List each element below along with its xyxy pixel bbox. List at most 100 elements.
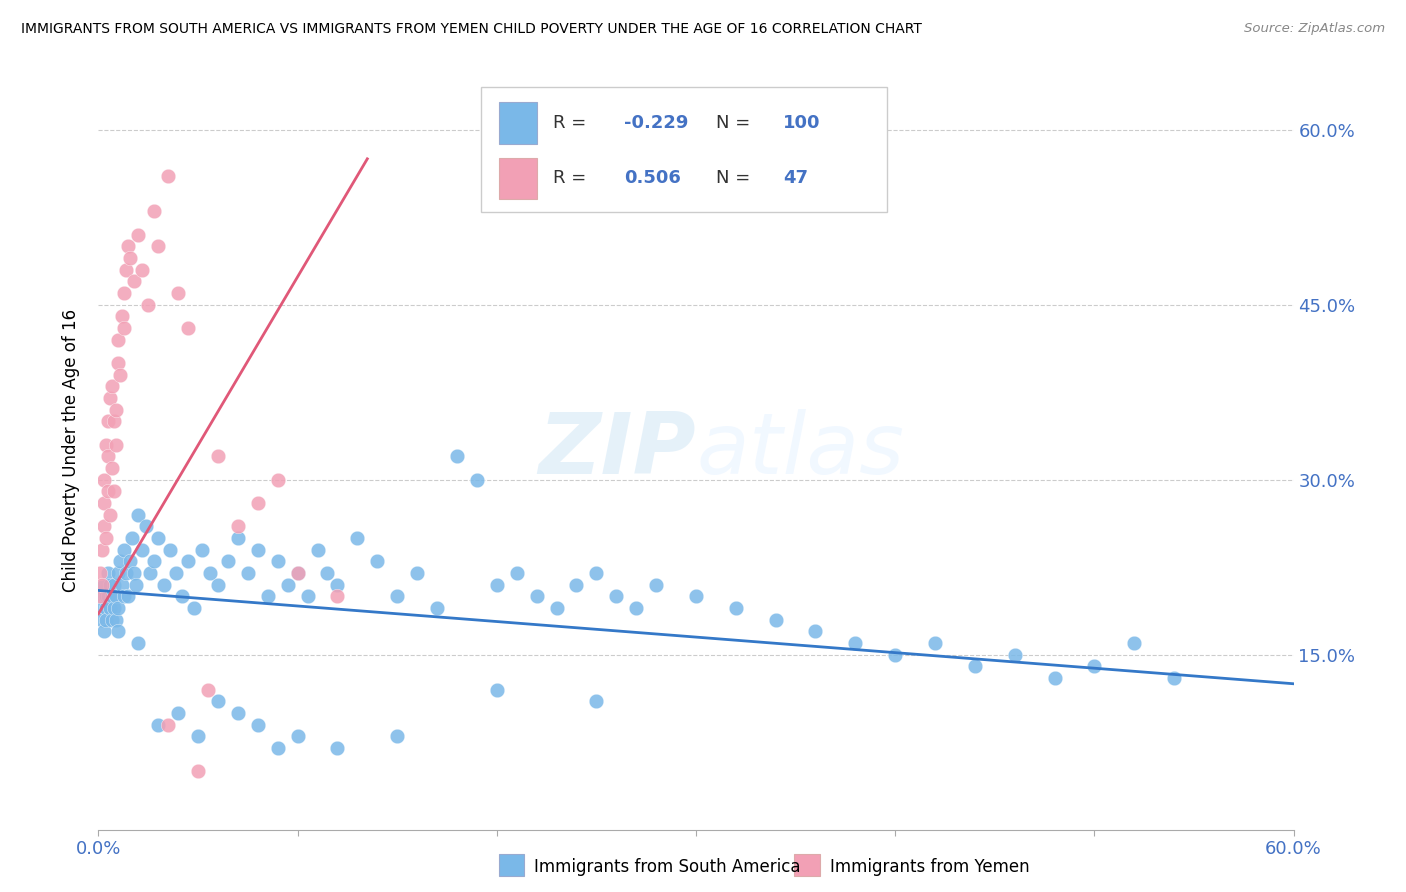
- Point: [93, 624, 115, 639]
- Point: [526, 589, 548, 603]
- Point: [167, 285, 190, 300]
- Point: [406, 566, 429, 580]
- Point: [105, 402, 128, 417]
- Text: atlas: atlas: [696, 409, 904, 492]
- Point: [112, 589, 135, 603]
- Point: [107, 624, 129, 639]
- Point: [107, 601, 129, 615]
- Point: [963, 659, 986, 673]
- Point: [107, 356, 129, 370]
- Point: [98, 601, 122, 615]
- Point: [326, 589, 349, 603]
- Point: [97, 450, 120, 464]
- Point: [143, 554, 166, 568]
- Point: [307, 542, 329, 557]
- Point: [101, 379, 124, 393]
- Point: [157, 717, 180, 731]
- Point: [107, 566, 129, 580]
- Point: [91, 577, 114, 591]
- Point: [546, 601, 568, 615]
- Point: [127, 227, 149, 242]
- Text: N =: N =: [716, 169, 756, 187]
- Point: [198, 566, 221, 580]
- Point: [131, 262, 153, 277]
- Point: [685, 589, 707, 603]
- Point: [1083, 659, 1105, 673]
- Point: [183, 601, 205, 615]
- FancyBboxPatch shape: [481, 87, 887, 211]
- Point: [103, 414, 125, 428]
- Text: R =: R =: [553, 169, 592, 187]
- Point: [115, 566, 138, 580]
- Point: [97, 566, 120, 580]
- Point: [197, 682, 219, 697]
- Point: [485, 682, 508, 697]
- Point: [98, 577, 122, 591]
- Point: [187, 764, 209, 779]
- Point: [124, 274, 146, 288]
- Point: [124, 566, 146, 580]
- Point: [89, 589, 111, 603]
- Point: [226, 531, 249, 545]
- Point: [165, 566, 187, 580]
- Text: N =: N =: [716, 114, 756, 132]
- Point: [177, 321, 200, 335]
- Point: [157, 169, 180, 184]
- Point: [105, 437, 128, 451]
- Point: [91, 542, 114, 557]
- Point: [326, 577, 349, 591]
- Point: [267, 473, 290, 487]
- Text: Immigrants from South America: Immigrants from South America: [534, 858, 801, 876]
- Text: 100: 100: [783, 114, 821, 132]
- Point: [765, 613, 787, 627]
- Point: [111, 577, 134, 591]
- Point: [96, 531, 118, 545]
- Point: [96, 437, 118, 451]
- Point: [93, 519, 115, 533]
- Point: [148, 531, 170, 545]
- Point: [143, 204, 166, 219]
- Point: [645, 577, 668, 591]
- Text: -0.229: -0.229: [624, 114, 689, 132]
- Point: [91, 613, 114, 627]
- Text: Immigrants from Yemen: Immigrants from Yemen: [830, 858, 1029, 876]
- Point: [256, 589, 278, 603]
- Point: [153, 577, 176, 591]
- Point: [112, 542, 135, 557]
- Point: [97, 414, 120, 428]
- Point: [110, 368, 132, 382]
- Text: 0.506: 0.506: [624, 169, 681, 187]
- Point: [1043, 671, 1066, 685]
- Point: [131, 542, 153, 557]
- Point: [127, 508, 149, 522]
- Point: [103, 577, 125, 591]
- Point: [724, 601, 747, 615]
- Point: [605, 589, 627, 603]
- Point: [148, 717, 170, 731]
- Point: [96, 601, 118, 615]
- Point: [89, 566, 111, 580]
- Point: [112, 285, 135, 300]
- Point: [207, 577, 229, 591]
- Point: [107, 333, 129, 347]
- Point: [96, 589, 118, 603]
- Point: [117, 589, 139, 603]
- Point: [585, 566, 607, 580]
- Point: [246, 717, 269, 731]
- Point: [426, 601, 449, 615]
- Point: [89, 589, 111, 603]
- Point: [96, 613, 118, 627]
- Point: [485, 577, 508, 591]
- Point: [115, 262, 138, 277]
- Point: [446, 450, 468, 464]
- Text: R =: R =: [553, 114, 592, 132]
- Point: [148, 239, 170, 253]
- Point: [884, 648, 907, 662]
- Point: [110, 554, 132, 568]
- Point: [177, 554, 200, 568]
- Text: ZIP: ZIP: [538, 409, 696, 492]
- Point: [97, 589, 120, 603]
- Point: [844, 636, 866, 650]
- FancyBboxPatch shape: [499, 158, 537, 199]
- Point: [277, 577, 299, 591]
